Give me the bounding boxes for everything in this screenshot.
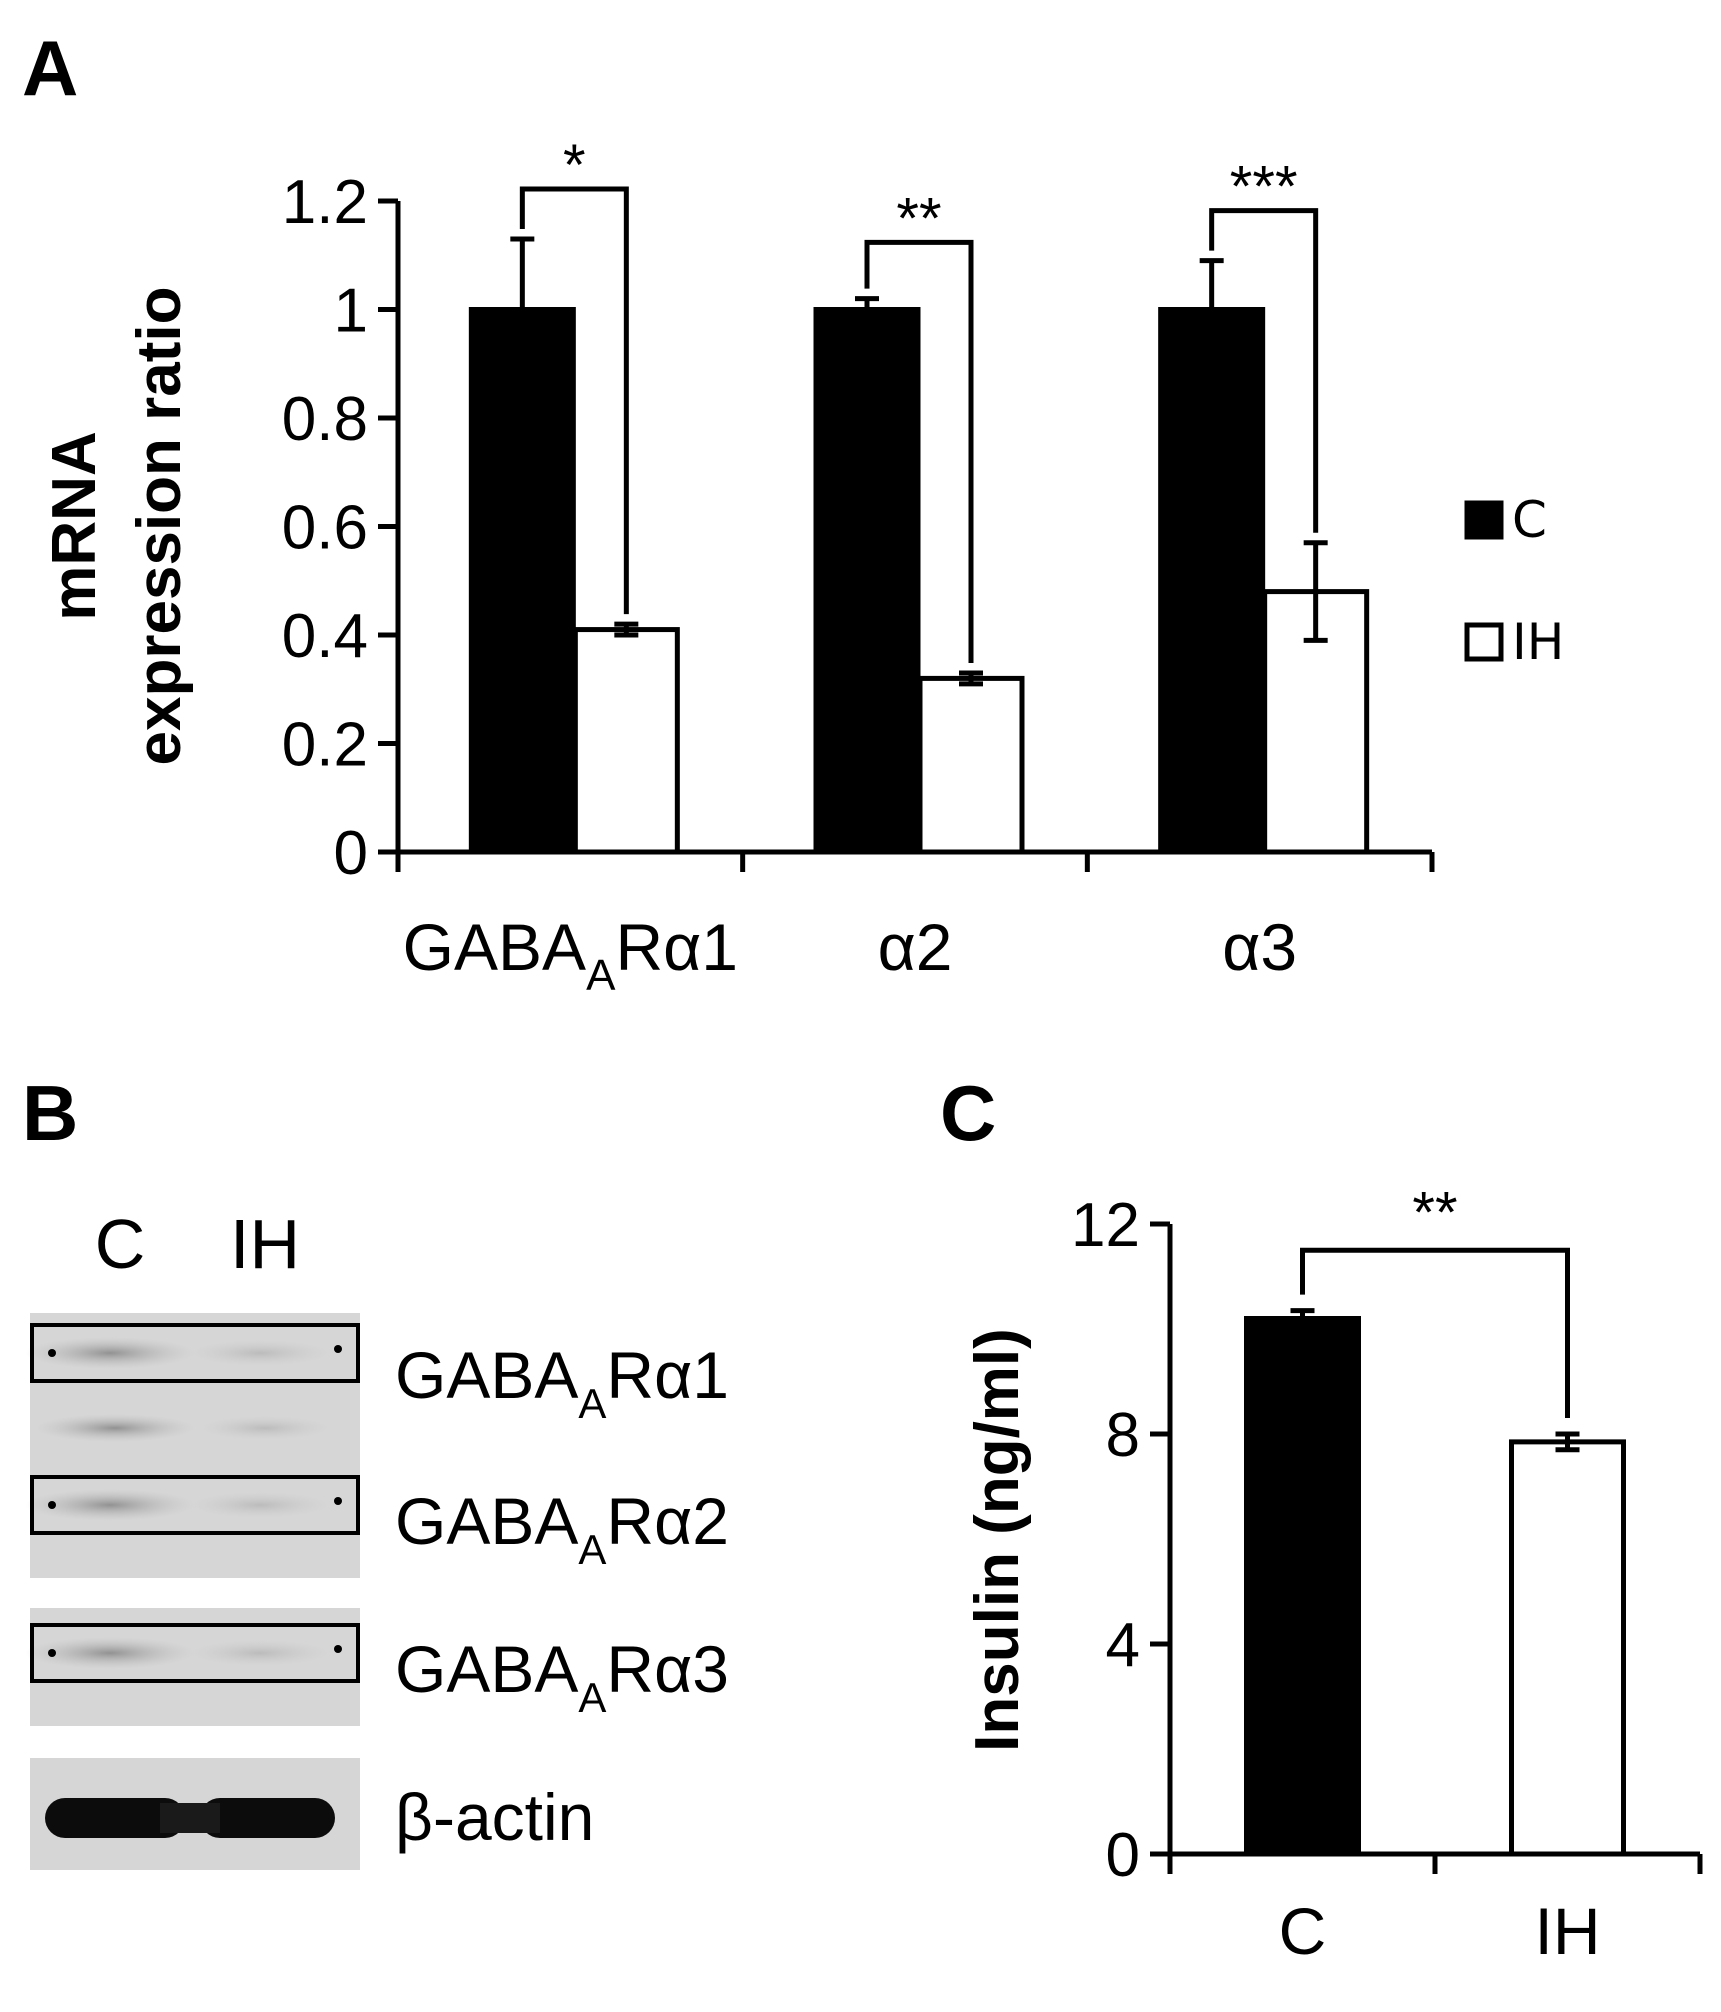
bar-ih xyxy=(572,627,680,855)
y-tick-label: 1 xyxy=(334,277,368,346)
y-tick-label: 0.6 xyxy=(282,494,368,563)
protein-band-c xyxy=(35,1414,195,1442)
protein-band-c xyxy=(45,1798,185,1838)
y-tick-label: 0.8 xyxy=(282,385,368,454)
y-axis-label: mRNA xyxy=(40,431,109,620)
band-box xyxy=(30,1323,360,1383)
legend-swatch xyxy=(1464,500,1504,540)
y-tick-label: 0.4 xyxy=(282,602,368,671)
marker-dot xyxy=(48,1501,56,1509)
panel-letter-c: C xyxy=(940,1069,996,1157)
x-category-label: α3 xyxy=(1222,910,1297,984)
legend-label: C xyxy=(1512,491,1547,549)
bar-c xyxy=(1158,307,1266,855)
y-tick-label: 8 xyxy=(1106,1401,1140,1470)
protein-band-ih xyxy=(190,1340,330,1366)
significance-label: *** xyxy=(1230,155,1298,220)
blot-row-label: β-actin xyxy=(395,1780,594,1854)
y-tick-label: 1.2 xyxy=(282,168,368,237)
marker-dot xyxy=(334,1645,342,1653)
blot-row-label: GABAARα1 xyxy=(395,1338,729,1427)
band-bridge xyxy=(160,1803,220,1833)
protein-band-ih xyxy=(190,1640,330,1666)
panel-letter-a: A xyxy=(22,24,78,112)
x-category-label: C xyxy=(1279,1894,1327,1968)
protein-band-ih xyxy=(190,1492,330,1518)
western-blot: C IH GABAARα1 GABAARα2 GABAARα3 β-actin xyxy=(25,1205,729,1870)
bar-ih xyxy=(917,675,1025,855)
marker-dot xyxy=(334,1497,342,1505)
y-axis-label: Insulin (ng/ml) xyxy=(963,1328,1032,1752)
legend-swatch xyxy=(1464,622,1504,662)
significance-bracket xyxy=(864,239,974,663)
y-axis-label: expression ratio xyxy=(125,287,194,766)
significance-label: * xyxy=(563,133,586,198)
legend: C IH xyxy=(1464,491,1564,671)
bar-ih xyxy=(1509,1439,1626,1857)
bar-c xyxy=(468,307,576,855)
marker-dot xyxy=(48,1349,56,1357)
band-box xyxy=(30,1623,360,1683)
significance-bracket xyxy=(1300,1247,1570,1418)
significance-bracket xyxy=(519,186,629,615)
marker-dot xyxy=(48,1649,56,1657)
protein-band-c xyxy=(25,1637,195,1669)
chart-a: 0 0.2 0.4 0.6 0.8 1 1.2 mRNA expression ratio * GA… xyxy=(40,133,1564,1000)
panel-letter-b: B xyxy=(22,1069,78,1157)
x-category-label: IH xyxy=(1535,1894,1601,1968)
significance-label: ** xyxy=(896,186,941,251)
protein-band-c xyxy=(25,1337,195,1369)
y-tick-label: 4 xyxy=(1106,1611,1140,1680)
y-tick-label: 12 xyxy=(1071,1191,1140,1260)
blot-row-label: GABAARα2 xyxy=(395,1484,729,1573)
significance-bracket xyxy=(1209,208,1319,533)
protein-band-ih xyxy=(200,1416,330,1440)
legend-label: IH xyxy=(1512,613,1564,671)
lane-label: C xyxy=(95,1205,146,1283)
x-category-label: GABAARα1 xyxy=(403,910,738,1000)
bar-c xyxy=(1244,1316,1361,1857)
protein-band-c xyxy=(25,1489,195,1521)
y-tick-label: 0 xyxy=(334,819,368,888)
protein-band-ih xyxy=(200,1798,335,1838)
lane-label: IH xyxy=(230,1205,300,1283)
marker-dot xyxy=(334,1345,342,1353)
blot-row-label: GABAARα3 xyxy=(395,1632,729,1721)
band-box xyxy=(30,1475,360,1535)
y-tick-label: 0.2 xyxy=(282,711,368,780)
x-category-label: α2 xyxy=(878,910,953,984)
chart-c: 0 4 8 12 Insulin (ng/ml) C IH ** xyxy=(963,1180,1703,1968)
significance-label: ** xyxy=(1412,1180,1457,1245)
bar-c xyxy=(813,307,921,855)
y-tick-label: 0 xyxy=(1106,1821,1140,1890)
